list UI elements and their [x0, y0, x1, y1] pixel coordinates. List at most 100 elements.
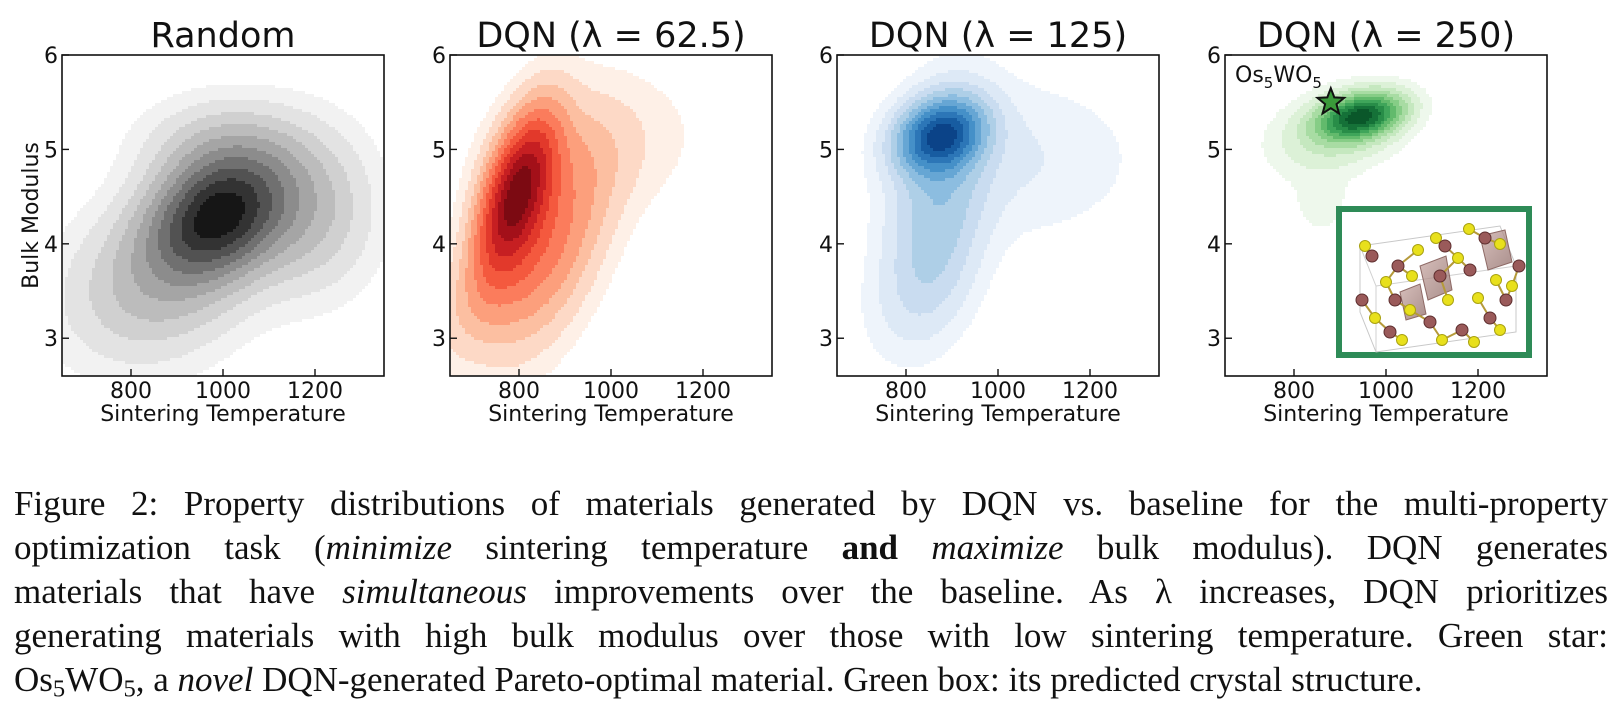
x-tick-label: 800: [498, 379, 540, 404]
oxygen-atom: [1442, 294, 1454, 306]
caption-text: materials that have: [14, 572, 343, 611]
oxygen-atom: [1359, 240, 1371, 252]
chart-panel-3: 3 4 5 6 800 1000 1200 DQN (λ = 125) Sintering Te…: [819, 16, 1160, 427]
crystal-structure-inset: [1336, 206, 1532, 358]
y-tick-label: 6: [819, 44, 833, 69]
formula-wo: WO: [1273, 63, 1312, 88]
metal-atom: [1383, 325, 1397, 339]
y-tick-label: 4: [819, 233, 833, 258]
oxygen-atom: [1396, 334, 1408, 346]
caption-bold: and: [841, 528, 899, 567]
caption-text: [898, 528, 931, 567]
x-tick-label: 1200: [1450, 379, 1506, 404]
y-tick-label: 4: [432, 233, 446, 258]
oxygen-atom: [1412, 244, 1424, 256]
oxygen-atom: [1380, 276, 1392, 288]
unit-cell-edge: [1359, 245, 1377, 287]
chart-title: DQN (λ = 250): [1257, 16, 1515, 56]
density-contours: [450, 55, 684, 376]
chart-title: Random: [151, 16, 296, 56]
caption-text: DQN-generated Pareto-optimal material. G…: [253, 660, 1423, 699]
metal-atom: [1455, 323, 1469, 337]
metal-atom: [1438, 239, 1452, 253]
density-contours: [62, 85, 384, 376]
oxygen-atom: [1468, 336, 1480, 348]
y-axis-label: Bulk Modulus: [19, 142, 44, 289]
x-tick-label: 800: [885, 379, 927, 404]
formula-os: Os: [1235, 63, 1264, 88]
metal-atom: [1423, 315, 1437, 329]
figure-panels: 3 4 5 6 800 1000 1200 Random Sintering Temperatu…: [19, 16, 1548, 427]
x-tick-label: 1000: [583, 379, 639, 404]
caption-line-1: Figure 2: Property distributions of mate…: [14, 484, 1608, 523]
formula-sub: 5: [52, 675, 66, 703]
x-axis-label: Sintering Temperature: [100, 402, 346, 427]
chart-panel-2: 3 4 5 6 800 1000 1200 DQN (λ = 62.5) Sintering T…: [432, 16, 773, 427]
x-tick-label: 1200: [1062, 379, 1118, 404]
unit-cell-outline: [1359, 225, 1517, 353]
caption-emphasis: novel: [177, 660, 254, 699]
metal-atom: [1355, 293, 1369, 307]
chart-panel-1: 3 4 5 6 800 1000 1200 Random Sintering Temperatu…: [19, 16, 385, 427]
y-tick-label: 6: [432, 44, 446, 69]
x-tick-label: 1000: [970, 379, 1026, 404]
metal-atom: [1391, 259, 1405, 273]
y-tick-label: 6: [44, 44, 58, 69]
oxygen-atom: [1430, 232, 1442, 244]
oxygen-atom: [1463, 223, 1475, 235]
y-tick-label: 3: [44, 327, 58, 352]
y-tick-label: 4: [44, 233, 58, 258]
y-tick-label: 3: [432, 327, 446, 352]
metal-atom: [1499, 293, 1513, 307]
density-contours: [1261, 76, 1432, 226]
formula-wo: WO: [65, 660, 124, 699]
oxygen-atom: [1494, 238, 1506, 250]
y-tick-label: 3: [1207, 327, 1221, 352]
x-axis-label: Sintering Temperature: [1263, 402, 1509, 427]
x-tick-label: 1000: [195, 379, 251, 404]
y-tick-label: 5: [1207, 138, 1221, 163]
y-tick-label: 5: [819, 138, 833, 163]
formula-os: Os: [14, 660, 53, 699]
caption-line-4: generating materials with high bulk modu…: [14, 616, 1608, 655]
caption-line-5: Os5WO5, a novel DQN-generated Pareto-opt…: [14, 658, 1608, 702]
metal-atom: [1478, 231, 1492, 245]
y-tick-label: 5: [44, 138, 58, 163]
oxygen-atom: [1369, 312, 1381, 324]
oxygen-atom: [1472, 292, 1484, 304]
chart-title: DQN (λ = 125): [869, 16, 1127, 56]
x-tick-label: 1000: [1358, 379, 1414, 404]
caption-emphasis: maximize: [931, 528, 1064, 567]
formula-sub: 5: [123, 675, 136, 703]
metal-atom: [1463, 263, 1477, 277]
metal-atom: [1483, 311, 1497, 325]
oxygen-atom: [1494, 324, 1506, 336]
chart-title: DQN (λ = 62.5): [476, 16, 745, 56]
x-tick-label: 800: [110, 379, 152, 404]
x-tick-label: 1200: [675, 379, 731, 404]
x-tick-label: 800: [1273, 379, 1315, 404]
metal-atom: [1388, 293, 1402, 307]
caption-text: , a: [135, 660, 178, 699]
caption-emphasis: minimize: [325, 528, 452, 567]
y-tick-label: 5: [432, 138, 446, 163]
caption-line-3: materials that have simultaneous improve…: [14, 570, 1608, 614]
caption-emphasis: simultaneous: [342, 572, 527, 611]
y-tick-label: 4: [1207, 233, 1221, 258]
caption-text: sintering temperature: [452, 528, 842, 567]
y-tick-label: 6: [1207, 44, 1221, 69]
caption-line-2: optimization task (minimize sintering te…: [14, 526, 1608, 570]
formula-sub: 5: [1312, 74, 1322, 92]
metal-atom: [1433, 269, 1447, 283]
density-contours: [861, 55, 1122, 367]
oxygen-atom: [1506, 280, 1518, 292]
oxygen-atom: [1404, 304, 1416, 316]
x-axis-label: Sintering Temperature: [875, 402, 1121, 427]
caption-text: bulk modulus). DQN generates: [1063, 528, 1609, 567]
oxygen-atom: [1452, 252, 1464, 264]
green-star-marker: [1314, 85, 1347, 116]
metal-atom: [1365, 249, 1379, 263]
y-tick-label: 3: [819, 327, 833, 352]
oxygen-atom: [1436, 334, 1448, 346]
x-axis-label: Sintering Temperature: [488, 402, 734, 427]
